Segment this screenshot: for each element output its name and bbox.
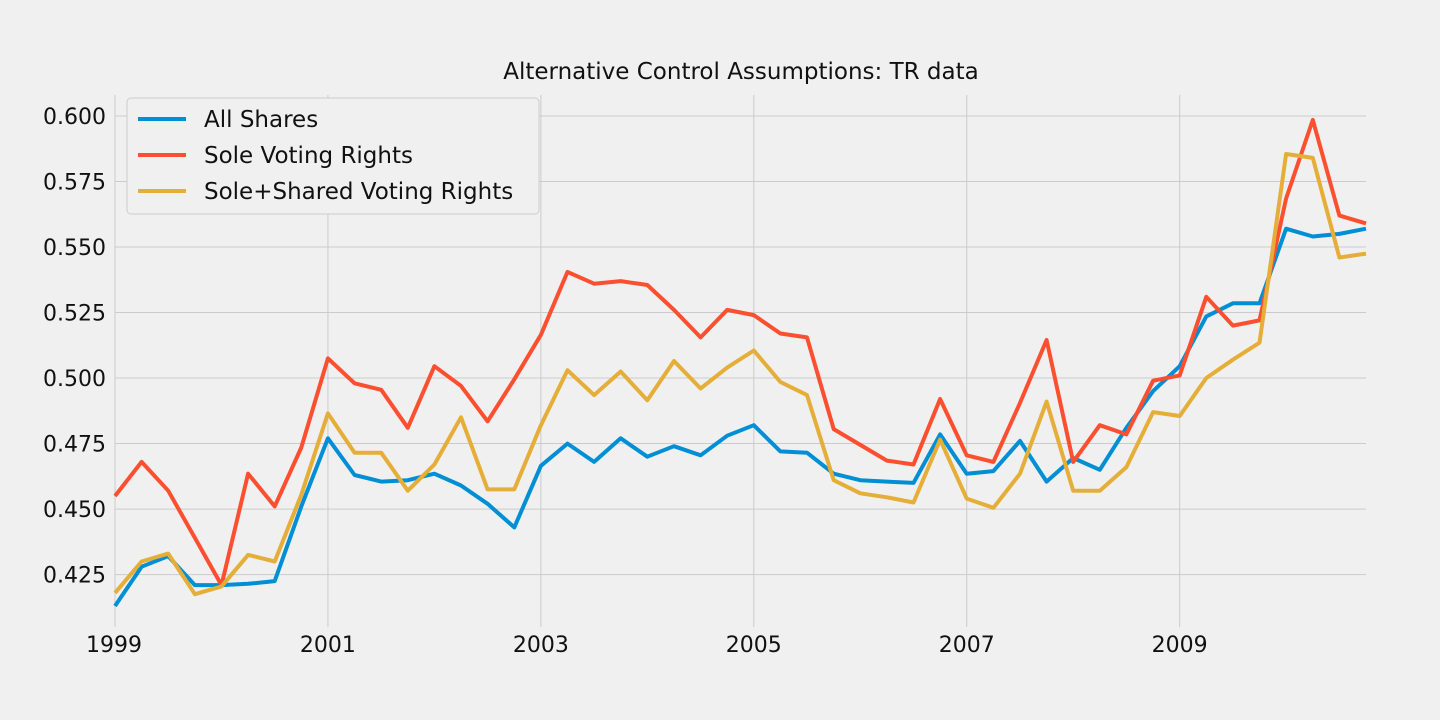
y-tick-label: 0.575	[43, 170, 106, 195]
x-tick-label: 1999	[86, 633, 142, 658]
x-tick-label: 2001	[300, 633, 356, 658]
y-tick-label: 0.475	[43, 433, 106, 458]
tick-labels: 0.425 0.450 0.475 0.500 0.525 0.550 0.575 0.600…	[43, 105, 1208, 658]
legend-label: Sole+Shared Voting Rights	[204, 179, 513, 205]
y-tick-label: 0.550	[43, 236, 106, 261]
legend-box	[126, 97, 540, 215]
y-tick-label: 0.425	[43, 564, 106, 589]
x-tick-label: 2007	[939, 633, 995, 658]
y-tick-label: 0.450	[43, 498, 106, 523]
y-tick-label: 0.525	[43, 302, 106, 327]
chart-title: Alternative Control Assumptions: TR data	[503, 59, 978, 85]
legend-label: All Shares	[204, 107, 318, 133]
legend-label: Sole Voting Rights	[204, 143, 413, 169]
y-tick-label: 0.500	[43, 367, 106, 392]
series-lines	[113, 117, 1367, 608]
x-tick-label: 2005	[726, 633, 782, 658]
y-tick-label: 0.600	[43, 105, 106, 130]
series-line-2	[113, 117, 1367, 588]
legend: All Shares Sole Voting Rights Sole+Shared …	[126, 97, 540, 215]
series-line-3	[113, 152, 1367, 597]
x-tick-label: 2003	[513, 633, 569, 658]
x-tick-label: 2009	[1152, 633, 1208, 658]
series-line-1	[113, 226, 1367, 608]
